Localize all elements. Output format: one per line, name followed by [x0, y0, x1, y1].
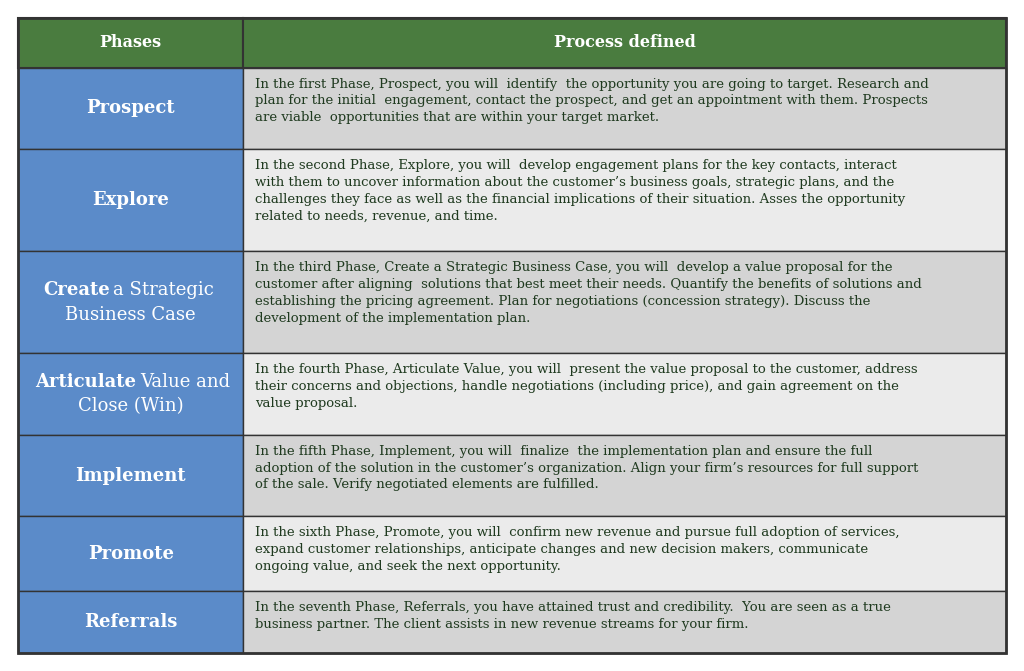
- Text: Referrals: Referrals: [84, 613, 177, 631]
- Text: a Strategic: a Strategic: [113, 281, 214, 299]
- Bar: [18, 252, 244, 354]
- Text: In the first Phase, Prospect, you will  identify  the opportunity you are going : In the first Phase, Prospect, you will i…: [255, 78, 929, 124]
- Text: Articulate: Articulate: [35, 373, 136, 391]
- Bar: [18, 18, 244, 68]
- Text: In the seventh Phase, Referrals, you have attained trust and credibility.  You a: In the seventh Phase, Referrals, you hav…: [255, 601, 891, 631]
- Bar: [244, 591, 1006, 653]
- Text: Implement: Implement: [76, 466, 186, 484]
- Bar: [244, 517, 1006, 591]
- Bar: [244, 68, 1006, 149]
- Bar: [18, 435, 244, 517]
- Text: Close (Win): Close (Win): [78, 397, 183, 415]
- Bar: [244, 18, 1006, 68]
- Text: Prospect: Prospect: [86, 99, 175, 117]
- Bar: [244, 435, 1006, 517]
- Bar: [18, 354, 244, 435]
- Bar: [244, 354, 1006, 435]
- Text: In the second Phase, Explore, you will  develop engagement plans for the key con: In the second Phase, Explore, you will d…: [255, 159, 905, 223]
- Bar: [18, 68, 244, 149]
- Text: Create: Create: [43, 281, 110, 299]
- Text: Business Case: Business Case: [66, 305, 196, 323]
- Bar: [18, 517, 244, 591]
- Bar: [244, 252, 1006, 354]
- Bar: [244, 149, 1006, 252]
- Text: In the fourth Phase, Articulate Value, you will  present the value proposal to t: In the fourth Phase, Articulate Value, y…: [255, 364, 918, 410]
- Text: Promote: Promote: [88, 545, 174, 562]
- Bar: [18, 591, 244, 653]
- Text: Process defined: Process defined: [554, 34, 695, 52]
- Text: In the sixth Phase, Promote, you will  confirm new revenue and pursue full adopt: In the sixth Phase, Promote, you will co…: [255, 526, 900, 573]
- Text: Explore: Explore: [92, 191, 169, 209]
- Text: In the third Phase, Create a Strategic Business Case, you will  develop a value : In the third Phase, Create a Strategic B…: [255, 261, 922, 325]
- Bar: [18, 149, 244, 252]
- Text: Value and: Value and: [139, 373, 229, 391]
- Text: Phases: Phases: [99, 34, 162, 52]
- Text: In the fifth Phase, Implement, you will  finalize  the implementation plan and e: In the fifth Phase, Implement, you will …: [255, 445, 919, 491]
